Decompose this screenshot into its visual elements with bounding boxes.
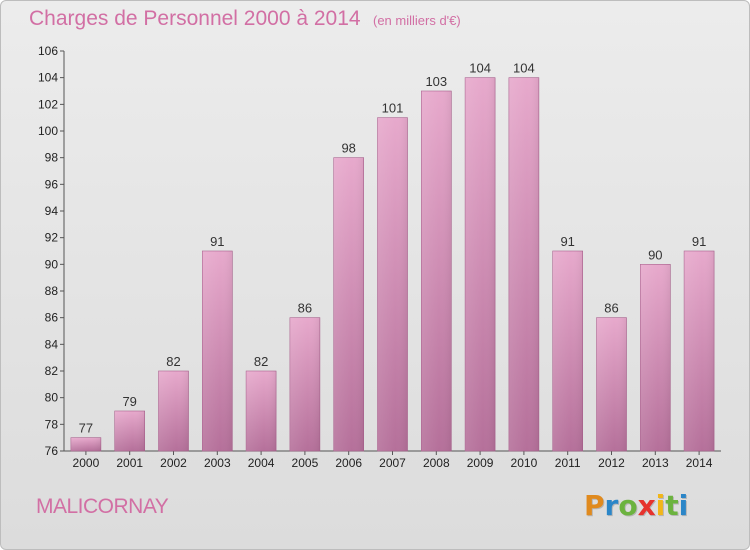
y-tick-label: 76 [45,444,59,458]
brand-logo-letter: i [655,489,666,522]
bar-shine [70,437,101,451]
x-tick-label: 2000 [73,456,100,470]
data-label: 82 [254,354,268,369]
data-label: 103 [425,74,447,89]
data-label: 91 [560,234,574,249]
chart-subtitle: (en milliers d'€) [373,13,461,28]
y-tick-label: 102 [38,97,58,111]
bar-shine [114,411,145,451]
bar-shine [465,77,496,452]
data-label: 86 [298,301,312,316]
bar-shine [552,251,583,451]
data-label: 101 [382,101,404,116]
data-label: 98 [341,141,355,156]
brand-logo-letter: P [584,489,605,522]
bar-shine [289,317,320,451]
y-tick-label: 100 [38,124,58,138]
chart-title: Charges de Personnel 2000 à 2014 [29,7,361,30]
y-tick-label: 90 [45,257,59,271]
x-tick-label: 2010 [511,456,538,470]
x-tick-label: 2012 [598,456,625,470]
brand-logo: Proxiti [584,489,688,522]
x-tick-label: 2008 [423,456,450,470]
data-label: 91 [210,234,224,249]
brand-logo-letter: o [618,489,638,522]
x-tick-label: 2007 [379,456,406,470]
data-label: 82 [166,354,180,369]
x-tick-label: 2009 [467,456,494,470]
data-label: 86 [604,301,618,316]
bar-shine [158,371,189,451]
y-tick-label: 92 [45,231,59,245]
y-tick-label: 106 [38,44,58,58]
data-label: 90 [648,247,662,262]
y-tick-label: 84 [45,337,59,351]
y-tick-label: 78 [45,417,59,431]
data-label: 77 [79,421,93,436]
x-tick-label: 2014 [686,456,713,470]
brand-logo-letter: x [637,489,656,522]
bar-shine [246,371,277,451]
x-tick-label: 2005 [292,456,319,470]
x-tick-label: 2003 [204,456,231,470]
y-tick-label: 94 [45,204,59,218]
data-labels: 77 79 82 91 82 86 98 101 103 104 104 91 86 90 91 [79,61,707,436]
bar-shine [377,117,408,452]
data-label: 79 [122,394,136,409]
bar-shine [596,317,627,451]
x-tick-label: 2006 [335,456,362,470]
x-tick-label: 2011 [555,456,581,470]
bar-shine [202,251,233,451]
bar-shine [508,77,539,452]
brand-logo-letter: r [604,489,619,522]
x-tick-label: 2013 [642,456,669,470]
data-label: 104 [469,61,491,76]
bar-shine [333,157,364,451]
y-tick-label: 104 [38,71,58,85]
y-tick-label: 82 [45,364,59,378]
data-label: 104 [513,61,535,76]
y-tick-label: 86 [45,311,59,325]
y-tick-label: 80 [45,391,59,405]
bar-shine [684,251,715,451]
x-tick-label: 2004 [248,456,275,470]
commune-name: MALICORNAY [36,495,169,518]
brand-logo-letter: t [665,489,679,522]
x-tick-label: 2002 [160,456,187,470]
y-tick-label: 88 [45,284,59,298]
x-tick-label: 2001 [116,456,143,470]
bar-shine [640,264,671,451]
bars [70,77,715,452]
data-label: 91 [692,234,706,249]
bar-shine [421,91,452,451]
y-tick-label: 96 [45,177,59,191]
y-tick-label: 98 [45,151,59,165]
brand-logo-letter: i [678,489,689,522]
